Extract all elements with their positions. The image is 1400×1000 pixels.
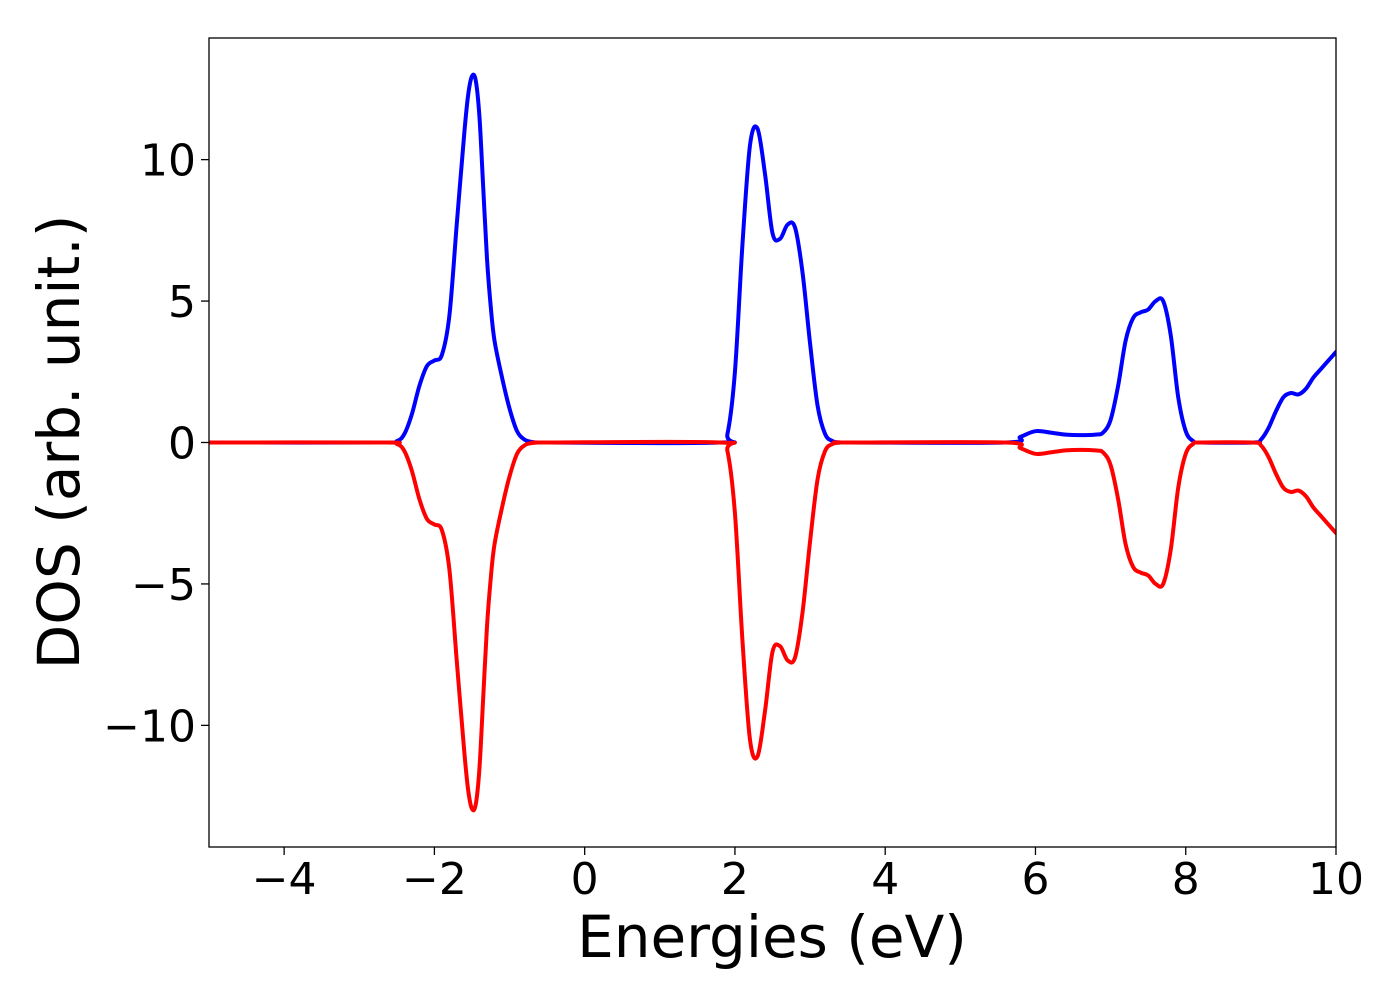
x-tick-label: 2 <box>721 854 749 905</box>
x-tick-label: 10 <box>1308 854 1364 905</box>
x-tick-label: −2 <box>402 854 467 905</box>
y-axis-label: DOS (arb. unit.) <box>25 215 93 670</box>
series-layer <box>209 72 1336 813</box>
series-line-2 <box>209 439 1336 813</box>
axes-layer: −4 −2 0 2 4 6 8 10 −10 −5 0 5 10 <box>103 37 1364 905</box>
series-line-1 <box>209 72 1336 446</box>
y-tick-label: 0 <box>168 419 196 470</box>
x-tick-label: 6 <box>1021 854 1049 905</box>
y-tick-label: 10 <box>140 136 196 187</box>
x-tick-label: 4 <box>871 854 899 905</box>
x-tick-label: −4 <box>252 854 317 905</box>
y-tick-label: −5 <box>131 560 196 611</box>
y-tick-label: 5 <box>168 277 196 328</box>
x-tick-label: 0 <box>571 854 599 905</box>
x-axis-label: Energies (eV) <box>577 903 967 971</box>
x-tick-label: 8 <box>1172 854 1200 905</box>
y-tick-label: −10 <box>103 701 196 752</box>
